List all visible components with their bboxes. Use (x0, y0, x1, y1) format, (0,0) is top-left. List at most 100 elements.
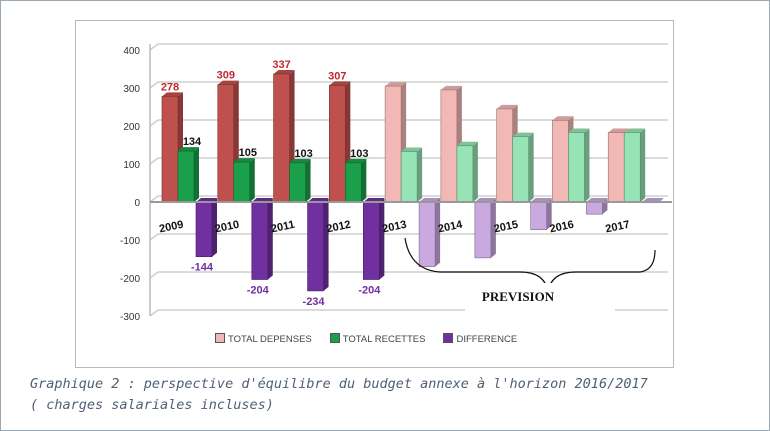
legend-item: TOTAL RECETTES (329, 333, 426, 345)
bar-total-depenses (607, 132, 625, 203)
data-label: 307 (328, 70, 346, 82)
bar-top (385, 82, 407, 87)
gridline (149, 233, 668, 241)
bar-top (568, 128, 590, 133)
bar-difference (363, 201, 380, 280)
x-tick-label: 2010 (214, 219, 240, 236)
bar-side (435, 198, 441, 267)
bar-side (249, 158, 255, 202)
caption-line-2: ( charges salariales incluses) (30, 397, 274, 413)
gridline (149, 81, 668, 89)
x-tick-label: 2011 (270, 219, 296, 236)
data-label: -204 (247, 285, 270, 297)
bar-difference (586, 201, 603, 215)
y-tick-label: 100 (123, 160, 140, 171)
legend-label: TOTAL RECETTES (342, 334, 426, 345)
bar-top (329, 81, 351, 86)
bar-top (552, 116, 574, 121)
y-tick-label: -300 (120, 312, 140, 323)
bar-top (289, 158, 311, 163)
bar-total-depenses (329, 85, 346, 203)
bar-total-recettes (568, 132, 585, 203)
bar-side (267, 198, 273, 280)
bar-top (624, 128, 646, 133)
chart-legend: TOTAL DEPENSES TOTAL RECETTES DIFFERENCE (215, 333, 517, 345)
data-label: 337 (272, 59, 290, 71)
legend-item: DIFFERENCE (443, 333, 517, 345)
bar-side (528, 132, 534, 202)
bar-side (640, 128, 646, 202)
gridline (149, 271, 668, 279)
bar-side (490, 198, 496, 258)
x-tick-label: 2013 (381, 219, 407, 236)
bar-difference (530, 201, 547, 231)
bar-side (546, 198, 552, 230)
gridline (149, 43, 668, 51)
data-label: 105 (239, 147, 257, 159)
bar-top (440, 85, 462, 90)
bar-top (496, 104, 518, 109)
x-tick-label: 2012 (325, 219, 351, 236)
bar-side (472, 141, 478, 202)
data-label: 103 (294, 148, 312, 160)
data-label: -204 (358, 285, 381, 297)
prevision-label: PREVISION (482, 289, 555, 304)
prevision-box (465, 283, 615, 313)
data-label: -234 (303, 296, 326, 308)
data-label: 309 (217, 70, 235, 82)
bar-side (305, 158, 311, 202)
figure-caption: Graphique 2 : perspective d'équilibre du… (30, 374, 648, 416)
y-tick-label: 400 (123, 46, 140, 57)
bar-side (212, 198, 217, 257)
bar-difference (474, 201, 492, 259)
bar-side (323, 198, 329, 291)
bar-total-recettes (233, 161, 251, 203)
legend-item: TOTAL DEPENSES (215, 333, 312, 345)
bar-total-recettes (345, 162, 362, 203)
bar-top (273, 69, 295, 74)
bar-top (512, 132, 534, 137)
y-tick-label: -200 (120, 274, 140, 285)
bar-total-recettes (456, 145, 474, 203)
bar-total-depenses (496, 108, 513, 203)
bar-side (194, 147, 199, 202)
bar-difference (195, 201, 213, 258)
bar-side (379, 198, 385, 280)
y-tick-label: 300 (123, 84, 140, 95)
y-tick-label: 200 (123, 122, 140, 133)
bar-side (361, 158, 367, 202)
bar-difference (418, 201, 436, 267)
y-tick-label: 0 (134, 198, 140, 209)
x-tick-label: 2015 (493, 219, 519, 236)
bar-difference (251, 201, 269, 280)
bar-total-recettes (400, 151, 418, 203)
bar-total-recettes (623, 132, 641, 203)
bar-total-recettes (177, 150, 195, 203)
x-tick-label: 2014 (437, 218, 464, 235)
bar-top (608, 128, 630, 133)
y-tick-label: -100 (120, 236, 140, 247)
data-label: 103 (350, 148, 368, 160)
x-tick-label: 2016 (549, 219, 575, 236)
bar-top (162, 92, 183, 97)
bar-total-depenses (384, 85, 402, 203)
bar-total-recettes (289, 162, 306, 203)
legend-swatch (329, 333, 340, 343)
legend-label: DIFFERENCE (456, 334, 518, 345)
bar-side (417, 147, 423, 202)
data-label: 134 (183, 136, 202, 148)
bar-top (401, 147, 423, 152)
bar-total-depenses (552, 120, 569, 203)
data-label: 278 (161, 81, 179, 93)
bar-side (584, 128, 590, 202)
x-tick-label: 2009 (158, 219, 184, 236)
bar-total-depenses (273, 73, 290, 203)
data-label: -144 (191, 262, 214, 274)
legend-swatch (443, 333, 454, 343)
bar-total-depenses (161, 96, 179, 203)
bar-difference (307, 201, 324, 292)
bar-total-depenses (217, 84, 235, 203)
legend-swatch (215, 333, 225, 343)
x-tick-label: 2017 (604, 219, 630, 236)
